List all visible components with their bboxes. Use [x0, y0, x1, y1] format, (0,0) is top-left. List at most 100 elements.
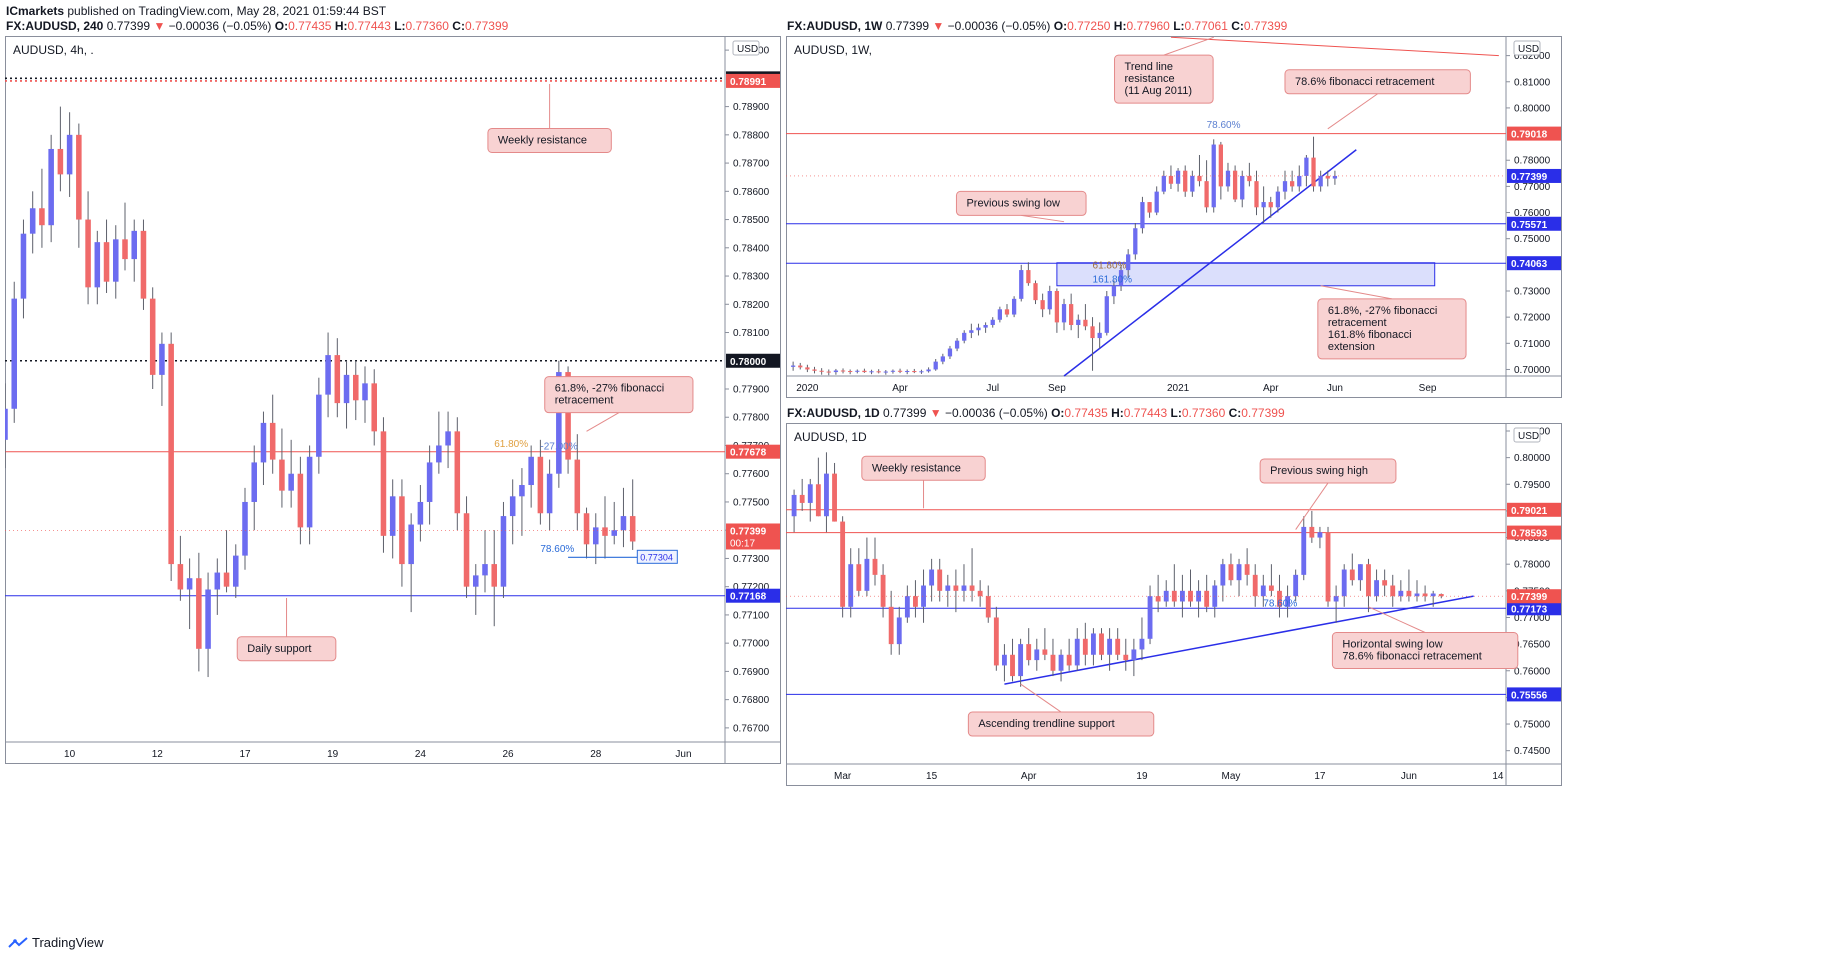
candle-body [537, 456, 544, 514]
candle-body [937, 569, 943, 591]
candle-body [620, 516, 627, 531]
x-tick-label: 12 [152, 749, 164, 760]
candle-body [1047, 291, 1052, 310]
candle-body [876, 371, 881, 373]
y-tick-label: 0.76800 [733, 695, 770, 706]
candle-body [149, 298, 156, 375]
y-tick-label: 0.75000 [1514, 234, 1551, 245]
publisher-name[interactable]: ICmarkets [6, 4, 65, 18]
candle-body [1357, 564, 1363, 581]
fib-level-label: 78.60% [1263, 598, 1297, 609]
candle-body [279, 459, 285, 491]
callout-text: Previous swing high [1270, 465, 1368, 477]
callout-box[interactable] [236, 636, 337, 662]
candle-body [961, 585, 967, 591]
symbol-label[interactable]: FX:AUDUSD, 1W [787, 19, 883, 33]
chart-4h[interactable]: AUDUSD, 4h, . 0.77000 0.76900 0.76800 0.7670… [5, 36, 781, 764]
price-level-label: 0.74063 [1511, 259, 1548, 270]
trendline[interactable] [1063, 149, 1357, 377]
currency-box[interactable] [732, 40, 760, 56]
y-tick-label: 0.77300 [733, 554, 770, 565]
chart-1w[interactable]: AUDUSD, 1W, 0.82000 0.81000 0.80000 0.78000 0… [786, 36, 1562, 398]
candle-body [897, 370, 903, 372]
tradingview-footer[interactable]: TradingView [8, 935, 104, 950]
callout-box[interactable] [861, 455, 986, 481]
candle-body [1290, 181, 1295, 187]
candle-body [962, 332, 967, 341]
callout-text-line: Trend line [1125, 61, 1174, 73]
candle-body [880, 574, 886, 607]
candle-body [929, 569, 935, 586]
candle-body [1139, 638, 1145, 650]
candle-body [1204, 181, 1209, 208]
symbol-label[interactable]: FX:AUDUSD, 240 [6, 19, 104, 33]
y-tick-label: 0.78100 [733, 328, 770, 339]
currency-label: USD [1518, 44, 1539, 55]
candle-body [1058, 654, 1064, 671]
candle-body [997, 309, 1002, 320]
candle-body [113, 239, 119, 282]
chart-1d[interactable]: AUDUSD, 1D0.805000.800000.795000.790000.… [786, 423, 1562, 786]
candle-body [1082, 638, 1088, 655]
candle-body [334, 355, 341, 404]
candle-body [933, 361, 938, 370]
candle-body [611, 530, 617, 536]
callout-box[interactable] [1317, 298, 1467, 360]
candle-body [1422, 593, 1428, 597]
chart-symbol-label: AUDUSD, 1W, [794, 43, 872, 57]
panel-1d-title: FX:AUDUSD, 1D 0.77399 ▼ −0.00036 (−0.05%… [787, 406, 1285, 420]
chart-symbol-label: AUDUSD, 4h, . [13, 43, 94, 57]
callout-box[interactable] [487, 127, 612, 153]
candle-body [1301, 526, 1307, 575]
y-tick-label: 0.74500 [1514, 746, 1551, 757]
candle-body [297, 473, 304, 528]
candle-body [1097, 332, 1102, 339]
symbol-label[interactable]: FX:AUDUSD, 1D [787, 406, 880, 420]
candle-body [1034, 649, 1040, 661]
y-tick-label: 0.77900 [733, 385, 770, 396]
callout-text-line: Previous swing high [1270, 465, 1368, 477]
candle-body [1018, 644, 1024, 677]
callout-box[interactable] [1284, 69, 1471, 95]
callout-pointer [1020, 683, 1062, 713]
candle-body [1090, 633, 1096, 655]
candle-body [833, 370, 839, 373]
x-tick-label: Sep [1048, 383, 1066, 394]
candle-body [856, 564, 862, 591]
current-price-label: 0.77399 [730, 526, 767, 537]
x-tick-label: May [1221, 771, 1240, 782]
x-tick-label: 14 [1492, 771, 1504, 782]
candle-body [260, 422, 267, 463]
x-tick-label: Jul [986, 383, 999, 394]
callout-box[interactable] [967, 711, 1155, 737]
callout-box[interactable] [1114, 54, 1214, 104]
callout-box[interactable] [955, 190, 1087, 216]
x-tick-label: 2021 [1167, 383, 1190, 394]
candle-body [953, 585, 959, 591]
currency-box[interactable] [1513, 40, 1541, 56]
callout-box[interactable] [544, 376, 694, 414]
callout-pointer [1368, 606, 1426, 633]
candle-body [862, 370, 867, 373]
candle-body [66, 134, 73, 175]
candle-body [436, 445, 442, 463]
candle-body [945, 585, 951, 591]
x-tick-label: 26 [503, 749, 515, 760]
countdown-label: 00:17 [730, 538, 755, 549]
trendline[interactable] [1004, 595, 1474, 685]
callout-box[interactable] [1331, 632, 1519, 670]
callout-text-line: Ascending trendline support [978, 718, 1114, 730]
trendline[interactable] [1170, 36, 1499, 57]
currency-box[interactable] [1513, 427, 1541, 443]
fib-level-label: 161.80% [1093, 274, 1133, 285]
candle-body [1026, 644, 1032, 661]
candle-body [223, 572, 230, 587]
callout-box[interactable] [1259, 458, 1397, 484]
callout-pointer [586, 412, 620, 432]
candle-body [954, 340, 960, 349]
callout-text: Horizontal swing low 78.6% fibonacci retr… [1342, 639, 1481, 663]
candle-body [482, 564, 488, 576]
y-tick-label: 0.73000 [1514, 287, 1551, 298]
candle-body [913, 596, 918, 607]
candle-body [233, 555, 239, 587]
